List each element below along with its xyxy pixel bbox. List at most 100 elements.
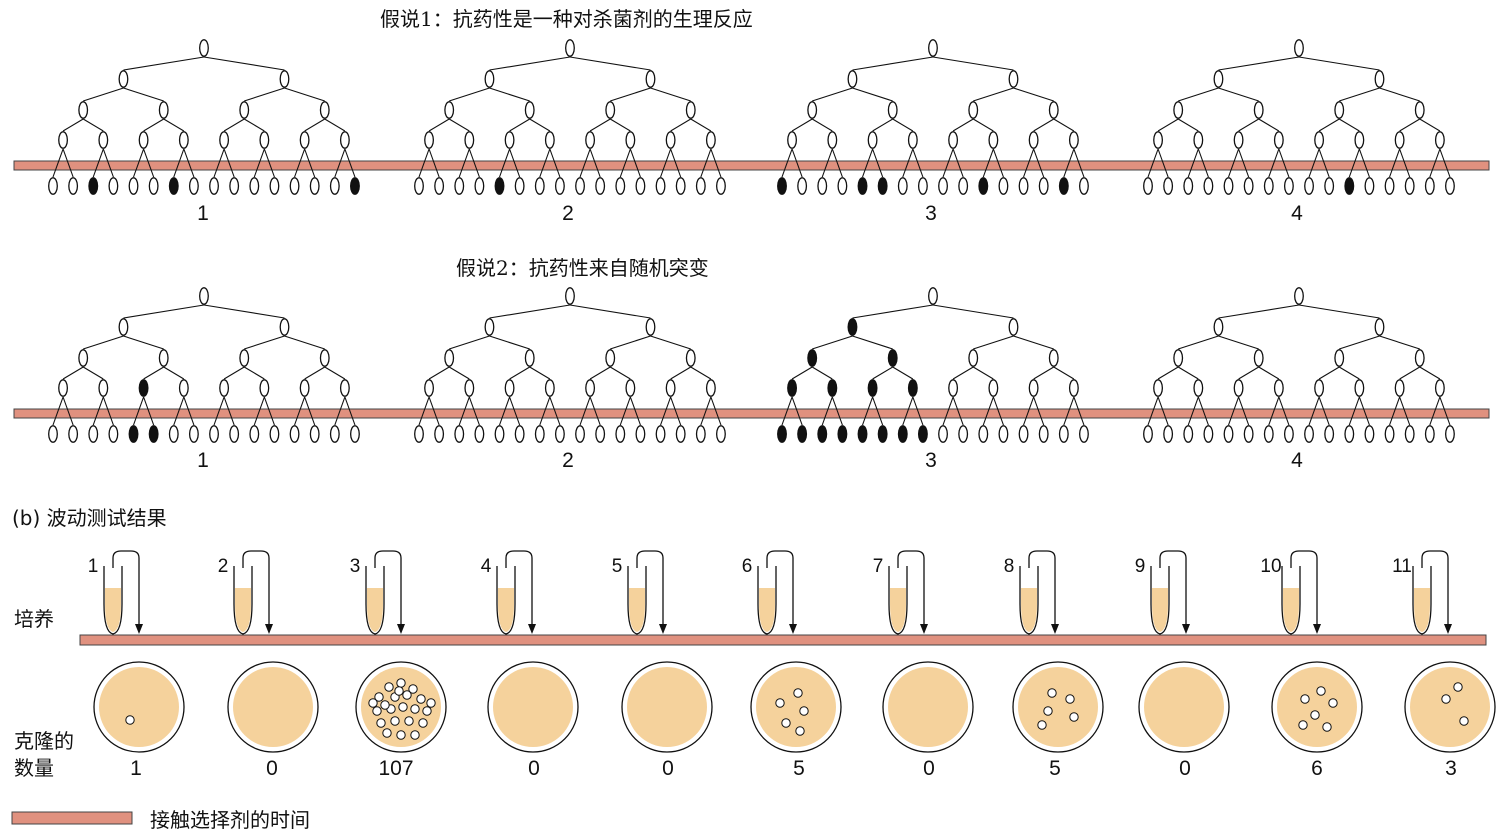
tube-number: 6 [742, 556, 753, 577]
lineage-edge [143, 366, 164, 380]
lineage-edge [1358, 396, 1370, 426]
lineage-edge [203, 304, 285, 319]
lineage-edge [1218, 56, 1300, 71]
lineage-edge [952, 118, 974, 132]
culture-label: 培养 [14, 607, 54, 631]
ancestor-cell [178, 131, 189, 149]
ancestor-cell [1173, 101, 1184, 119]
ancestor-cell [1314, 379, 1325, 397]
h1-tree-label-2: 2 [562, 202, 574, 225]
colony [402, 690, 412, 700]
sensitive-cell [1203, 425, 1214, 443]
colony [1316, 686, 1326, 696]
sensitive-cell [249, 177, 260, 195]
resistant-cell [494, 177, 505, 195]
transfer-arrow [242, 550, 270, 626]
lineage-edge [852, 335, 893, 350]
colony [795, 726, 805, 736]
sensitive-cell [716, 425, 726, 443]
sensitive-cell [1183, 177, 1194, 195]
plate-agar [627, 667, 707, 747]
lineage-edge [670, 118, 692, 132]
lineage-edge [102, 396, 114, 426]
lineage-edge [852, 56, 934, 71]
ancestor-cell [565, 287, 575, 305]
lineage-edge [133, 396, 145, 426]
agar-plate-8: 5 [1012, 661, 1104, 780]
sensitive-cell [108, 177, 119, 195]
colony-count: 0 [923, 757, 935, 780]
ancestor-cell [1008, 70, 1019, 88]
colony [793, 688, 803, 698]
culture-tube-9: 9 [1135, 550, 1190, 635]
arrow-head [920, 624, 928, 634]
lineage-edge [428, 366, 450, 380]
resistant-cell [837, 425, 848, 443]
culture-tube-1: 1 [88, 550, 143, 635]
ancestor-cell [705, 131, 716, 149]
lineage-edge [862, 396, 874, 426]
ancestor-cell [1213, 70, 1224, 88]
lineage-edge [1338, 366, 1360, 380]
arrow-head [528, 624, 536, 634]
lineage-edge [1238, 148, 1250, 178]
lineage-edge [1278, 148, 1290, 178]
resistant-cell [777, 425, 787, 443]
lineage-edge [123, 87, 164, 102]
plate-agar [99, 667, 179, 747]
lineage-edge [992, 148, 1004, 178]
ancestor-cell [279, 70, 290, 88]
lineage-edge [344, 396, 356, 426]
ancestor-cell [1008, 318, 1019, 336]
resistant-cell [1058, 177, 1069, 195]
sensitive-cell [1243, 425, 1254, 443]
lineage-edge [1258, 118, 1280, 132]
ancestor-cell [1048, 101, 1059, 119]
sensitive-cell [1283, 177, 1294, 195]
colony [1328, 698, 1338, 708]
ancestor-cell [928, 287, 938, 305]
resistant-cell [897, 425, 908, 443]
lineage-edge [529, 366, 551, 380]
lineage-edge [418, 396, 430, 426]
ancestor-cell [1233, 379, 1244, 397]
lineage-edge [1318, 366, 1340, 380]
lineage-edge [304, 148, 316, 178]
agar-plate-3: 107 [355, 661, 447, 780]
lineage-edge [1399, 366, 1421, 380]
sensitive-cell [269, 425, 280, 443]
lineage-edge [1023, 148, 1035, 178]
lineage-edge [1318, 118, 1340, 132]
ancestor-cell [219, 379, 230, 397]
culture-tube-5: 5 [612, 550, 667, 635]
colony-count: 5 [793, 757, 805, 780]
sensitive-cell [1424, 177, 1435, 195]
sensitive-cell [188, 177, 199, 195]
tube-medium [890, 588, 906, 632]
colony-count: 107 [378, 757, 413, 780]
h2-tree-4 [1143, 287, 1455, 443]
tube-number: 2 [218, 556, 229, 577]
lineage-edge [690, 366, 712, 380]
colony [382, 728, 392, 738]
lineage-edge [52, 396, 64, 426]
resistant-cell [797, 425, 808, 443]
lineage-edge [710, 396, 722, 426]
colony [1298, 720, 1308, 730]
ancestor-cell [585, 379, 596, 397]
tube-medium [1283, 588, 1299, 632]
lineage-edge [1318, 148, 1330, 178]
lineage-edge [912, 396, 924, 426]
ancestor-cell [1028, 131, 1039, 149]
lineage-edge [1023, 396, 1035, 426]
tube-medium [367, 588, 383, 632]
colony-count: 1 [130, 757, 142, 780]
sensitive-cell [897, 177, 908, 195]
ancestor-cell [504, 379, 515, 397]
sensitive-cell [474, 425, 485, 443]
sensitive-cell [958, 425, 969, 443]
ancestor-cell [625, 131, 636, 149]
colony [426, 698, 436, 708]
lineage-edge [619, 148, 631, 178]
lineage-edge [173, 148, 185, 178]
